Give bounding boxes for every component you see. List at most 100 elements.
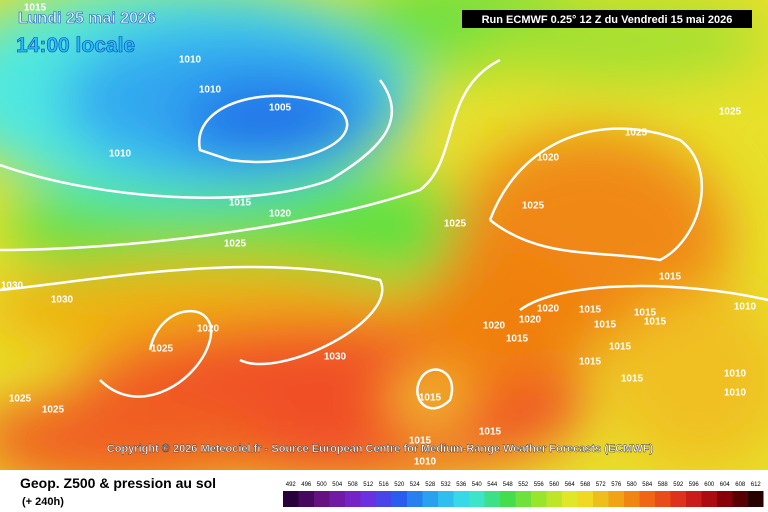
isobar-label: 1010 [724,369,747,380]
scale-cell [345,491,361,507]
scale-cell [748,491,764,507]
scale-cell [732,491,748,507]
scale-cell [701,491,717,507]
scale-label: 604 [720,482,731,488]
isobar-label: 1025 [719,107,742,118]
scale-cell [298,491,314,507]
scale-cell [422,491,438,507]
scale-cell [531,491,547,507]
scale-label: 536 [456,482,467,488]
isobar-label: 1030 [51,295,74,306]
scale-cell [360,491,376,507]
scale-label: 588 [658,482,669,488]
isobar-line [0,58,501,252]
scale-cell [577,491,593,507]
scale-cell [608,491,624,507]
isobar-label: 1010 [724,388,747,399]
run-box [462,10,752,28]
isobar-label: 1015 [409,436,432,447]
isobar-label: 1010 [199,85,222,96]
isobar-label: 1015 [229,198,252,209]
scale-label: 572 [596,482,607,488]
scale-cell [515,491,531,507]
isobar-label: 1005 [269,103,292,114]
scale-label: 548 [503,482,514,488]
scale-label: 532 [441,482,452,488]
color-scale: 492 496 500 504 508 512 516 520 524 528 532 536 540 5… [283,482,764,507]
isobar-line [416,368,454,410]
scale-cell [407,491,423,507]
isobar-label: 1025 [522,201,545,212]
scale-label: 520 [394,482,405,488]
scale-label: 540 [472,482,483,488]
isobar-label: 1020 [269,209,292,220]
isobar-label: 1015 [479,427,502,438]
scale-cell [484,491,500,507]
scale-label: 496 [301,482,312,488]
isobar-label: 1025 [9,394,32,405]
scale-cell [438,491,454,507]
scale-label: 492 [286,482,297,488]
scale-label: 524 [410,482,421,488]
scale-cell [686,491,702,507]
isobar-label: 1015 [579,357,602,368]
isobar-label: 1020 [519,315,542,326]
isobar-label: 1010 [734,302,757,313]
isobar-label: 1015 [24,3,47,14]
isobar-line [198,94,349,164]
scale-cell [329,491,345,507]
scale-cell [655,491,671,507]
scale-label: 564 [565,482,576,488]
scale-label: 568 [580,482,591,488]
scale-cell [717,491,733,507]
scale-label: 596 [689,482,700,488]
footer-subtitle: (+ 240h) [22,496,64,508]
forecast-time: 14:00 locale [16,34,135,57]
isobar-label: 1025 [224,239,247,250]
scale-label: 544 [487,482,498,488]
scale-cell [562,491,578,507]
run-info: Run ECMWF 0.25° 12 Z du Vendredi 15 mai … [482,14,733,26]
scale-label: 608 [735,482,746,488]
scale-label: 512 [363,482,374,488]
isobar-line [519,284,768,312]
scale-label: 600 [704,482,715,488]
isobar-label: 1015 [609,342,632,353]
isobar-label: 1020 [537,304,560,315]
isobar-labels: 1015 1010 1010 1005 1010 1015 1020 1025 1030 1030… [1,3,757,468]
scale-label: 504 [332,482,343,488]
scale-cell [639,491,655,507]
isobar-label: 1010 [414,457,437,468]
scale-label: 508 [348,482,359,488]
isobar-line [0,79,394,199]
scale-label: 516 [379,482,390,488]
scale-label: 592 [673,482,684,488]
scale-cell [453,491,469,507]
scale-cell [500,491,516,507]
scale-label: 584 [642,482,653,488]
scale-cell [314,491,330,507]
map-field: 1015 1010 1010 1005 1010 1015 1020 1025 1030 1030… [0,0,768,470]
isobar-label: 1025 [625,128,648,139]
isobar-label: 1010 [109,149,132,160]
isobar-label: 1015 [594,320,617,331]
scale-cell [593,491,609,507]
isobar-label: 1025 [444,219,467,230]
isobar-label: 1015 [419,393,442,404]
copyright: Copyright © 2026 Meteociel.fr - Source E… [107,443,654,455]
isobar-label: 1010 [179,55,202,66]
scale-cell [469,491,485,507]
footer-title: Geop. Z500 & pression au sol [20,475,216,491]
scale-cell [670,491,686,507]
scale-label: 612 [751,482,762,488]
isobar-label: 1015 [579,305,602,316]
scale-label: 560 [549,482,560,488]
isobar-label: 1015 [659,272,682,283]
isobar-label: 1015 [621,374,644,385]
scale-label: 580 [627,482,638,488]
isobar-label: 1025 [42,405,65,416]
isobar-label: 1015 [644,317,667,328]
isobar-label: 1030 [1,281,24,292]
isobar-line [99,309,213,398]
isobar-line [0,265,384,366]
